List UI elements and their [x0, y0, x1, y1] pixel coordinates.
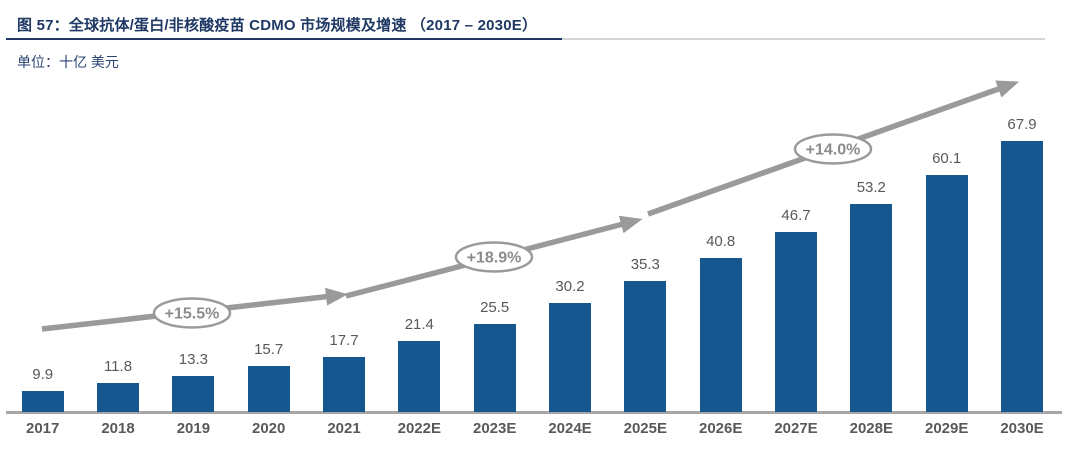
- growth-rate-ellipse-2: [454, 241, 534, 273]
- bar-value-label: 60.1: [932, 150, 962, 167]
- bar-2018: [97, 383, 139, 412]
- x-axis-label-2024E: 2024E: [548, 420, 592, 437]
- x-axis-label-2018: 2018: [101, 420, 135, 437]
- x-axis-label-2029E: 2029E: [925, 420, 969, 437]
- x-axis-label-2025E: 2025E: [623, 420, 667, 437]
- bar-2030E: [1001, 141, 1043, 412]
- unit-label: 单位：十亿 美元: [17, 54, 119, 70]
- bar-2025E: [624, 281, 667, 412]
- growth-rate-label-1: +15.5%: [165, 306, 220, 323]
- bar-value-label: 11.8: [103, 358, 133, 375]
- bar-value-label: 15.7: [254, 341, 284, 358]
- x-axis-line: [6, 411, 1062, 414]
- bar-value-label: 25.5: [480, 299, 510, 316]
- bar-value-label: 35.3: [630, 256, 660, 273]
- growth-rate-label-2: +18.9%: [467, 250, 522, 267]
- x-axis-label-2022E: 2022E: [397, 420, 441, 437]
- x-axis-label-2030E: 2030E: [1000, 420, 1044, 437]
- title-underline: [6, 38, 562, 40]
- growth-arrow-segment-1: [41, 287, 348, 332]
- x-axis-label-2021: 2021: [327, 420, 361, 437]
- bar-2017: [21, 391, 64, 412]
- growth-rate-ellipse-3: [793, 133, 873, 165]
- bar-value-label: 21.4: [404, 316, 434, 333]
- bar-value-label: 53.2: [856, 179, 886, 196]
- x-axis-label-2020: 2020: [252, 420, 286, 437]
- x-axis-label-2026E: 2026E: [699, 420, 743, 437]
- bar-2019: [172, 376, 215, 412]
- bar-value-label: 46.7: [781, 207, 811, 224]
- bar-2027E: [775, 232, 817, 412]
- bar-2022E: [398, 341, 441, 412]
- bar-2020: [247, 366, 290, 412]
- x-axis-label-2028E: 2028E: [849, 420, 893, 437]
- growth-rate-label-3: +14.0%: [806, 142, 861, 159]
- bar-value-label: 40.8: [706, 233, 736, 250]
- bar-2021: [323, 357, 365, 412]
- figure-title: 图 57：全球抗体/蛋白/非核酸疫苗 CDMO 市场规模及增速 （2017 – …: [17, 17, 538, 34]
- bar-value-label: 17.7: [329, 332, 359, 349]
- bar-value-label: 13.3: [178, 351, 208, 368]
- x-axis-label-2027E: 2027E: [774, 420, 818, 437]
- x-axis-label-2017: 2017: [26, 420, 60, 437]
- bar-2024E: [549, 303, 591, 412]
- bar-2029E: [925, 175, 968, 412]
- bar-value-label: 30.2: [555, 278, 585, 295]
- title-underline-extension: [562, 38, 1045, 40]
- bar-2028E: [850, 204, 893, 412]
- x-axis-label-2019: 2019: [176, 420, 211, 437]
- growth-rate-ellipse-1: [152, 297, 232, 329]
- x-axis-label-2023E: 2023E: [473, 420, 517, 437]
- bar-2026E: [699, 258, 742, 412]
- bar-value-label: 67.9: [1007, 116, 1037, 133]
- bar-2023E: [473, 324, 516, 412]
- bar-value-label: 9.9: [32, 366, 54, 383]
